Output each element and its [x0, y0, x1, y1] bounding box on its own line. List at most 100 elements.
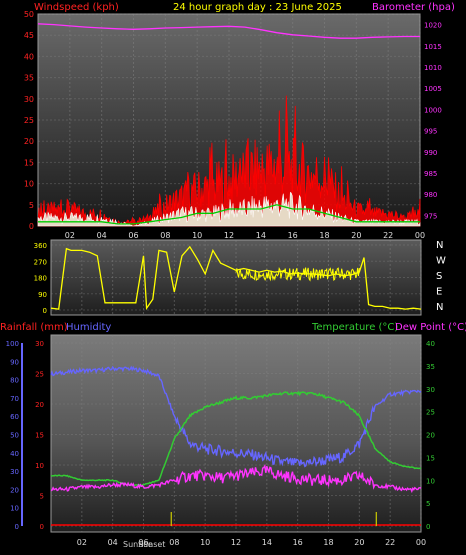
wind-x-tick-label: 02: [65, 231, 75, 240]
rainfall-axis-label: Rainfall (mm): [0, 322, 68, 333]
windspeed-tick-label: 25: [24, 116, 34, 125]
wind-x-tick-label: 06: [128, 231, 138, 240]
windspeed-tick-label: 15: [24, 158, 34, 167]
temperature-tick-label: 15: [426, 454, 435, 462]
barometer-tick-label: 1015: [424, 43, 442, 51]
temperature-tick-label: 30: [426, 386, 435, 394]
barometer-tick-label: 980: [424, 191, 437, 199]
rainfall-tick-label: 15: [35, 432, 44, 440]
wind-x-tick-label: 14: [256, 231, 266, 240]
wind-x-tick-label: 00: [415, 231, 425, 240]
rainfall-tick-label: 30: [35, 340, 44, 348]
temperature-tick-label: 35: [426, 363, 435, 371]
wind-direction-plot: 0 90 180 270 360: [34, 240, 422, 315]
humidity-tick-label: 20: [10, 486, 19, 494]
windspeed-tick-label: 40: [24, 52, 34, 61]
temperature-tick-label: 5: [426, 500, 430, 508]
temperature-series: [50, 390, 422, 486]
wind-x-tick-label: 08: [160, 231, 170, 240]
humidity-tick-label: 60: [10, 413, 19, 421]
temp-x-tick-label: 22: [385, 538, 395, 547]
barometer-series: [37, 23, 420, 39]
rainfall-tick-label: 20: [35, 401, 44, 409]
direction-tick-label: 270: [34, 258, 47, 266]
temp-x-tick-label: 00: [416, 538, 426, 547]
barometer-tick-label: 1020: [424, 22, 442, 30]
humidity-tick-label: 40: [10, 450, 19, 458]
temperature-axis-label: Temperature (°C): [311, 322, 398, 333]
humidity-tick-label: 70: [10, 395, 19, 403]
dewpoint-series: [50, 464, 422, 494]
temp-x-tick-label: 06: [138, 538, 148, 547]
wind-avg-series: [38, 204, 420, 225]
wind-x-tick-label: 22: [383, 231, 393, 240]
barometer-tick-label: 1005: [424, 85, 442, 93]
compass-letter: N: [436, 302, 443, 313]
barometer-axis-label: Barometer (hpa): [372, 2, 455, 13]
wind-gust-series: [37, 191, 421, 227]
windspeed-tick-label: 35: [24, 74, 34, 83]
barometer-tick-label: 1000: [424, 106, 442, 114]
wind-x-tick-label: 04: [97, 231, 107, 240]
direction-tick-label: 90: [38, 291, 47, 299]
wind-x-tick-label: 12: [224, 231, 234, 240]
wind-barometer-plot: 0510152025303540455097598098599099510001…: [24, 10, 442, 240]
temperature-tick-label: 40: [426, 340, 435, 348]
humidity-series: [50, 365, 422, 468]
chart-title: 24 hour graph day : 23 June 2025: [173, 2, 342, 13]
sunset-label: Sunset: [138, 540, 165, 549]
windspeed-tick-label: 5: [29, 201, 34, 210]
humidity-axis-label: Humidity: [66, 322, 111, 333]
temp-x-tick-label: 12: [231, 538, 241, 547]
windspeed-tick-label: 45: [24, 31, 34, 40]
humidity-tick-label: 30: [10, 468, 19, 476]
dewpoint-axis-label: Dew Point (°C): [395, 322, 466, 333]
windspeed-tick-label: 50: [24, 10, 34, 19]
compass-letter: S: [436, 271, 442, 282]
direction-tick-label: 0: [43, 307, 47, 315]
wind-x-tick-label: 18: [319, 231, 329, 240]
temp-x-tick-label: 20: [354, 538, 364, 547]
windspeed-tick-label: 0: [29, 222, 34, 231]
humidity-tick-label: 90: [10, 358, 19, 366]
rainfall-tick-label: 10: [35, 462, 44, 470]
windspeed-tick-label: 20: [24, 137, 34, 146]
humidity-tick-label: 100: [6, 340, 19, 348]
temperature-tick-label: 0: [426, 523, 430, 531]
temperature-tick-label: 25: [426, 409, 435, 417]
barometer-tick-label: 985: [424, 170, 437, 178]
humidity-tick-label: 10: [10, 505, 19, 513]
direction-tick-label: 180: [34, 275, 47, 283]
barometer-tick-label: 1010: [424, 64, 442, 72]
temp-x-tick-label: 18: [323, 538, 333, 547]
windspeed-tick-label: 10: [24, 180, 34, 189]
compass-letter: W: [436, 256, 446, 267]
wind-x-tick-label: 20: [351, 231, 361, 240]
temp-x-tick-label: 04: [108, 538, 118, 547]
humidity-tick-label: 0: [15, 523, 19, 531]
windspeed-axis-label: Windspeed (kph): [34, 2, 119, 13]
compass-letter: N: [436, 240, 443, 251]
rainfall-tick-label: 5: [40, 493, 44, 501]
wind-direction-jitter: [235, 266, 360, 282]
rainfall-tick-label: 0: [40, 523, 44, 531]
barometer-tick-label: 995: [424, 128, 437, 136]
wind-x-tick-label: 16: [288, 231, 298, 240]
wind-x-tick-label: 10: [192, 231, 202, 240]
barometer-tick-label: 990: [424, 149, 437, 157]
temp-x-tick-label: 14: [262, 538, 272, 547]
barometer-tick-label: 975: [424, 212, 437, 220]
temp-x-tick-label: 16: [293, 538, 303, 547]
compass-letter: E: [436, 287, 442, 298]
windspeed-tick-label: 30: [24, 95, 34, 104]
rainfall-tick-label: 25: [35, 371, 44, 379]
humidity-tick-label: 80: [10, 377, 19, 385]
sunrise-label: Sunrise: [123, 540, 153, 549]
temp-x-tick-label: 10: [200, 538, 210, 547]
temperature-tick-label: 20: [426, 432, 435, 440]
humidity-tick-label: 50: [10, 432, 19, 440]
temp-x-tick-label: 02: [77, 538, 87, 547]
temperature-humidity-plot: 0 10 20 30 40 50 60 70 80 90 100 0 5 10 15 20 25 30 0 5 10 15…: [6, 335, 435, 547]
